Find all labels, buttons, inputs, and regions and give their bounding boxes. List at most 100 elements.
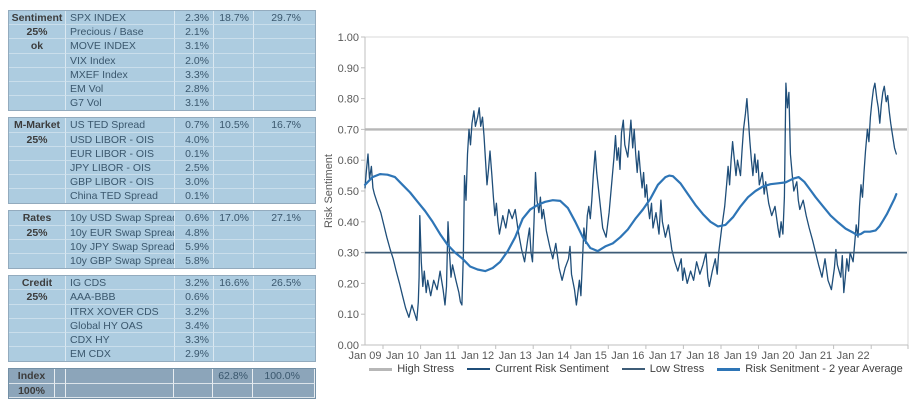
- subtotal-value-cell[interactable]: 62.8%: [213, 369, 253, 384]
- metric-name-cell[interactable]: [66, 369, 174, 384]
- section-label-cell[interactable]: Rates: [9, 211, 66, 226]
- metric-name-cell[interactable]: US TED Spread: [66, 118, 175, 133]
- subtotal-value-cell[interactable]: [214, 290, 254, 305]
- subtotal-value-cell[interactable]: [214, 254, 254, 269]
- metric-name-cell[interactable]: 10y EUR Swap Spread: [66, 225, 175, 240]
- metric-name-cell[interactable]: ITRX XOVER CDS: [66, 304, 175, 319]
- section-label-cell[interactable]: [9, 332, 66, 348]
- subtotal-value-cell[interactable]: [214, 160, 254, 176]
- metric-name-cell[interactable]: MOVE INDEX: [66, 39, 175, 54]
- weight-value-cell[interactable]: 3.2%: [175, 304, 214, 319]
- weight-value-cell[interactable]: 0.1%: [175, 146, 214, 161]
- metric-name-cell[interactable]: IG CDS: [66, 276, 175, 291]
- weight-value-cell[interactable]: 4.0%: [175, 132, 214, 147]
- subtotal-value-cell[interactable]: [213, 383, 253, 398]
- weight-value-cell[interactable]: 2.8%: [175, 81, 214, 97]
- section-label-cell[interactable]: [9, 318, 66, 333]
- weight-value-cell[interactable]: 3.2%: [175, 276, 214, 291]
- total-value-cell[interactable]: [254, 226, 315, 240]
- subtotal-value-cell[interactable]: [214, 332, 254, 348]
- section-label-cell[interactable]: Index: [9, 369, 55, 384]
- section-label-cell[interactable]: [9, 304, 66, 319]
- weight-value-cell[interactable]: 3.1%: [175, 39, 214, 54]
- total-value-cell[interactable]: [254, 305, 315, 319]
- total-value-cell[interactable]: [254, 68, 315, 82]
- total-value-cell[interactable]: [254, 133, 315, 147]
- weight-value-cell[interactable]: 2.0%: [175, 53, 214, 68]
- total-value-cell[interactable]: [254, 240, 315, 254]
- metric-name-cell[interactable]: Precious / Base: [66, 25, 175, 40]
- total-value-cell[interactable]: [254, 347, 315, 361]
- weight-value-cell[interactable]: 0.7%: [175, 118, 214, 133]
- total-value-cell[interactable]: [254, 175, 315, 190]
- subtotal-value-cell[interactable]: [214, 175, 254, 190]
- metric-name-cell[interactable]: Global HY OAS: [66, 318, 175, 333]
- subtotal-value-cell[interactable]: 10.5%: [214, 118, 254, 133]
- weight-value-cell[interactable]: [174, 369, 213, 384]
- total-value-cell[interactable]: [253, 383, 315, 398]
- subtotal-value-cell[interactable]: [214, 318, 254, 333]
- total-value-cell[interactable]: [254, 39, 315, 54]
- metric-name-cell[interactable]: 10y JPY Swap Spread: [66, 239, 175, 254]
- section-label-cell[interactable]: 25%: [9, 290, 66, 305]
- section-label-cell[interactable]: 25%: [9, 132, 66, 147]
- metric-name-cell[interactable]: China TED Spread: [66, 189, 175, 204]
- weight-value-cell[interactable]: 0.6%: [175, 290, 214, 305]
- total-value-cell[interactable]: 29.7%: [254, 11, 315, 26]
- subtotal-value-cell[interactable]: [214, 39, 254, 54]
- spacer-cell[interactable]: [55, 383, 66, 398]
- subtotal-value-cell[interactable]: [214, 347, 254, 362]
- section-label-cell[interactable]: 25%: [9, 225, 66, 240]
- section-label-cell[interactable]: ok: [9, 39, 66, 54]
- section-label-cell[interactable]: 25%: [9, 25, 66, 40]
- total-value-cell[interactable]: [254, 333, 315, 348]
- subtotal-value-cell[interactable]: [214, 304, 254, 319]
- total-value-cell[interactable]: [254, 189, 315, 203]
- subtotal-value-cell[interactable]: [214, 53, 254, 68]
- total-value-cell[interactable]: [254, 290, 315, 305]
- weight-value-cell[interactable]: 2.1%: [175, 25, 214, 40]
- section-label-cell[interactable]: [9, 53, 66, 68]
- weight-value-cell[interactable]: 3.3%: [175, 67, 214, 82]
- subtotal-value-cell[interactable]: 16.6%: [214, 276, 254, 291]
- total-value-cell[interactable]: 16.7%: [254, 118, 315, 133]
- metric-name-cell[interactable]: MXEF Index: [66, 67, 175, 82]
- metric-name-cell[interactable]: EUR LIBOR - OIS: [66, 146, 175, 161]
- weight-value-cell[interactable]: [174, 383, 213, 398]
- section-label-cell[interactable]: Sentiment: [9, 11, 66, 26]
- total-value-cell[interactable]: [254, 161, 315, 176]
- subtotal-value-cell[interactable]: [214, 146, 254, 161]
- metric-name-cell[interactable]: G7 Vol: [66, 96, 175, 111]
- section-label-cell[interactable]: [9, 160, 66, 176]
- section-label-cell[interactable]: [9, 67, 66, 82]
- metric-name-cell[interactable]: CDX HY: [66, 332, 175, 348]
- subtotal-value-cell[interactable]: [214, 189, 254, 204]
- weight-value-cell[interactable]: 2.5%: [175, 160, 214, 176]
- section-label-cell[interactable]: 100%: [9, 383, 55, 398]
- weight-value-cell[interactable]: 3.0%: [175, 175, 214, 190]
- metric-name-cell[interactable]: USD LIBOR - OIS: [66, 132, 175, 147]
- subtotal-value-cell[interactable]: 18.7%: [214, 11, 254, 26]
- metric-name-cell[interactable]: EM Vol: [66, 81, 175, 97]
- section-label-cell[interactable]: M-Market: [9, 118, 66, 133]
- total-value-cell[interactable]: [254, 96, 315, 110]
- subtotal-value-cell[interactable]: [214, 239, 254, 254]
- total-value-cell[interactable]: 26.5%: [254, 276, 315, 291]
- subtotal-value-cell[interactable]: 17.0%: [214, 211, 254, 226]
- metric-name-cell[interactable]: 10y GBP Swap Spread: [66, 254, 175, 269]
- section-label-cell[interactable]: [9, 81, 66, 97]
- total-value-cell[interactable]: [254, 147, 315, 161]
- section-label-cell[interactable]: [9, 239, 66, 254]
- section-label-cell[interactable]: [9, 254, 66, 269]
- subtotal-value-cell[interactable]: [214, 132, 254, 147]
- metric-name-cell[interactable]: EM CDX: [66, 347, 175, 362]
- section-label-cell[interactable]: Credit: [9, 276, 66, 291]
- weight-value-cell[interactable]: 3.3%: [175, 332, 214, 348]
- weight-value-cell[interactable]: 4.8%: [175, 225, 214, 240]
- total-value-cell[interactable]: [254, 319, 315, 333]
- weight-value-cell[interactable]: 3.1%: [175, 96, 214, 111]
- total-value-cell[interactable]: [254, 82, 315, 97]
- weight-value-cell[interactable]: 2.3%: [175, 11, 214, 26]
- metric-name-cell[interactable]: SPX INDEX: [66, 11, 175, 26]
- section-label-cell[interactable]: [9, 347, 66, 362]
